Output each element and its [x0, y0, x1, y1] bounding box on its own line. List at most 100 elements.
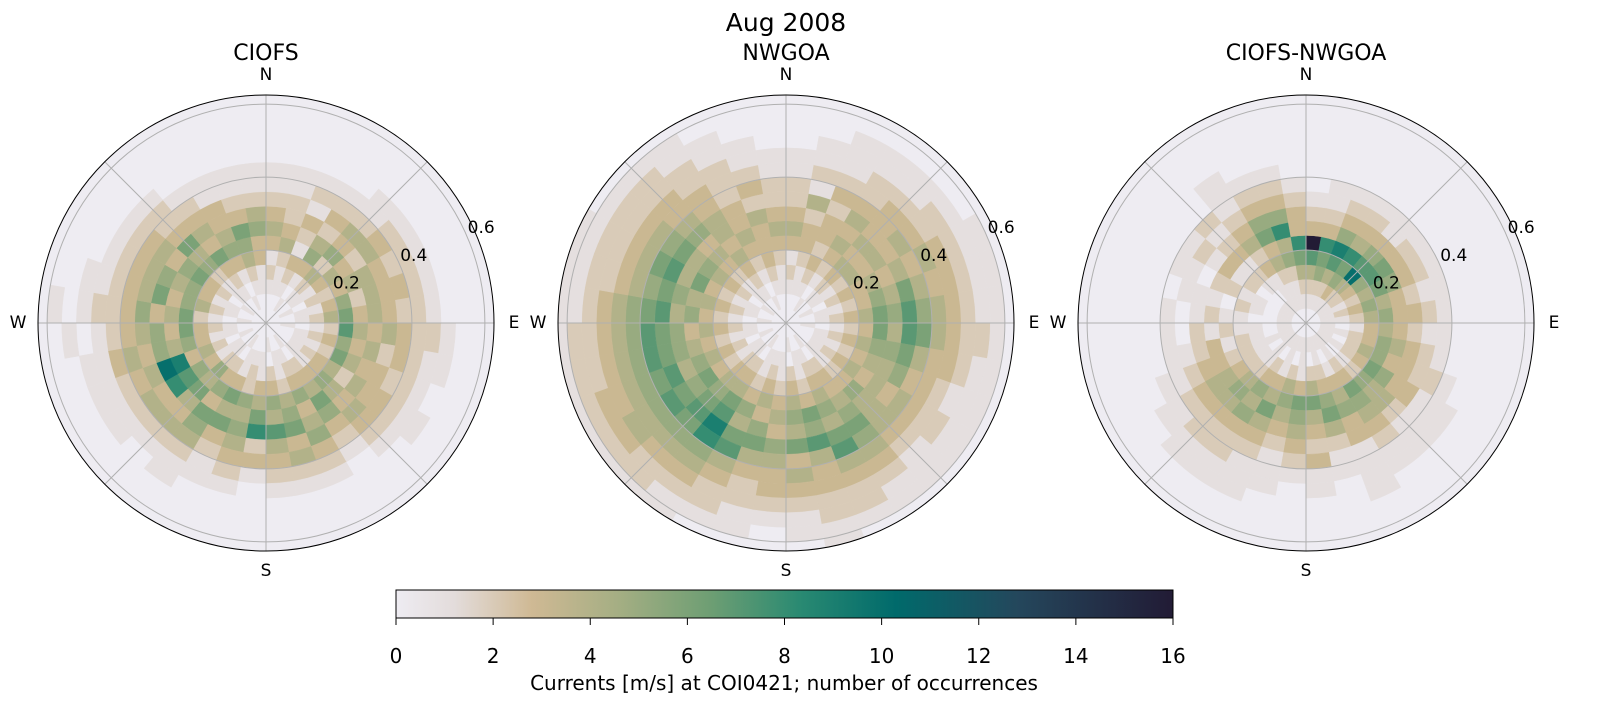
- histogram-cell: [785, 206, 807, 223]
- histogram-cell: [250, 235, 267, 252]
- histogram-cell: [265, 408, 284, 426]
- angular-gridline: [1305, 161, 1468, 324]
- histogram-cell: [785, 495, 820, 513]
- histogram-cell: [857, 307, 874, 324]
- histogram-cell: [943, 322, 962, 354]
- histogram-cell: [1159, 322, 1177, 349]
- histogram-cell: [1305, 408, 1324, 426]
- histogram-cell: [943, 292, 962, 324]
- polar-frame: [37, 94, 495, 552]
- histogram-cell: [90, 292, 109, 324]
- histogram-cell: [639, 297, 657, 324]
- polar-grid: [558, 95, 1014, 551]
- panel-title: CIOFS-NWGOA: [1226, 41, 1387, 66]
- colorbar-tick-label: 0: [390, 644, 403, 668]
- histogram-cell: [1305, 452, 1332, 470]
- direction-label-e: E: [509, 313, 520, 333]
- histogram-cell: [163, 305, 181, 324]
- histogram-cell: [1288, 408, 1307, 426]
- colorbar: 0 2 4 6 8 10 12 14 16 Currents [m/s] at COI0421;…: [390, 589, 1186, 695]
- histogram-cell: [366, 322, 383, 344]
- angular-gridline: [1144, 322, 1307, 485]
- histogram-cell: [1282, 437, 1307, 455]
- colorbar-tick-label: 12: [966, 644, 991, 668]
- direction-label-w: W: [10, 313, 27, 333]
- histogram-cell: [581, 287, 600, 324]
- direction-label-w: W: [1050, 313, 1067, 333]
- histogram-cell: [768, 408, 787, 426]
- histogram-cell: [1282, 191, 1307, 209]
- radial-tick-label: 0.2: [1373, 274, 1400, 294]
- radial-tick-label: 0.6: [1508, 218, 1535, 238]
- direction-label-s: S: [781, 561, 792, 581]
- histogram-cell: [1406, 302, 1423, 324]
- histogram-cell: [1203, 305, 1221, 324]
- histogram-cell: [1285, 423, 1307, 440]
- colorbar-tick-label: 8: [778, 644, 791, 668]
- histogram-cell: [399, 410, 431, 446]
- histogram-cell: [265, 423, 287, 440]
- histogram-cell: [265, 220, 284, 238]
- histogram-cell: [134, 322, 152, 347]
- colorbar-gradient: [395, 589, 1174, 619]
- histogram-cell: [240, 452, 267, 470]
- histogram-cell: [768, 220, 787, 238]
- histogram-cell: [76, 289, 94, 324]
- histogram-cell: [900, 322, 918, 347]
- histogram-cell: [785, 191, 810, 209]
- direction-label-s: S: [1301, 561, 1312, 581]
- figure-title: Aug 2008: [726, 8, 846, 37]
- histogram-cell: [785, 408, 804, 426]
- histogram-cell: [242, 191, 267, 209]
- histogram-cell: [119, 322, 137, 349]
- histogram-cell: [163, 322, 181, 341]
- histogram-cell: [149, 302, 166, 324]
- histogram-cell: [395, 297, 413, 324]
- histogram-cell: [265, 394, 282, 411]
- histogram-cell: [1280, 176, 1307, 194]
- histogram-cell: [143, 456, 179, 488]
- histogram-cell: [639, 322, 657, 349]
- histogram-cell: [886, 322, 903, 344]
- histogram-cell: [1435, 322, 1453, 349]
- colorbar-tick-label: 2: [487, 644, 500, 668]
- histogram-cell: [1218, 307, 1235, 324]
- histogram-cell: [752, 495, 787, 513]
- polar-panel-ciofs: 0.2 0.4 0.6 N E S W CIOFS: [10, 41, 520, 581]
- histogram-cell: [1189, 302, 1206, 324]
- histogram-cell: [760, 176, 787, 194]
- histogram-cell: [765, 423, 787, 440]
- histogram-cell: [1285, 206, 1307, 223]
- histogram-cell: [1305, 437, 1330, 455]
- angular-gridline: [265, 161, 428, 324]
- histogram-cell: [683, 130, 722, 159]
- histogram-cell: [265, 452, 292, 470]
- histogram-cell: [669, 322, 686, 344]
- histogram-cell: [245, 206, 267, 223]
- polar-grid: [38, 95, 494, 551]
- histogram-cell: [762, 191, 787, 209]
- histogram-cell: [1391, 305, 1409, 324]
- histogram-cell: [1280, 452, 1307, 470]
- histogram-cell: [760, 452, 787, 470]
- histogram-cell: [886, 302, 903, 324]
- polar-panel-nwgoa: 0.2 0.4 0.6 N E S W NWGOA: [530, 41, 1040, 581]
- direction-label-s: S: [261, 561, 272, 581]
- radial-tick-label: 0.2: [333, 274, 360, 294]
- histogram-cell: [178, 322, 195, 339]
- histogram-cell: [265, 480, 297, 499]
- histogram-cell: [245, 423, 267, 440]
- histogram-cells: [557, 130, 1006, 548]
- histogram-cell: [610, 292, 629, 324]
- histogram-cell: [149, 322, 166, 344]
- histogram-cell: [871, 305, 889, 324]
- histogram-cell: [395, 322, 413, 349]
- polar-frame: [1077, 94, 1535, 552]
- histogram-cell: [958, 289, 976, 324]
- angular-gridline: [104, 161, 267, 324]
- histogram-cell: [265, 437, 290, 455]
- histogram-cell: [654, 322, 672, 347]
- histogram-cell: [785, 480, 817, 499]
- angular-gridline: [1305, 322, 1468, 485]
